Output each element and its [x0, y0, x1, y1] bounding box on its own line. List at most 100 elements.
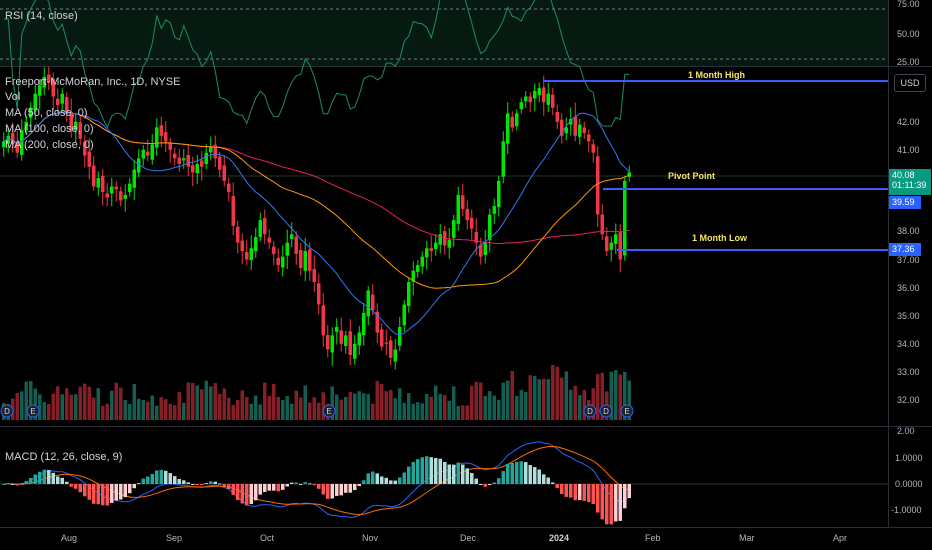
macd-histogram-bar — [87, 484, 91, 500]
macd-histogram-bar — [69, 484, 73, 487]
price-legend-ma100[interactable]: MA (100, close, 0) — [5, 123, 94, 135]
volume-bar — [15, 393, 19, 420]
candle-body — [182, 158, 186, 161]
pivot-annotation[interactable]: Pivot Point — [668, 171, 715, 181]
candle-body — [380, 329, 384, 347]
macd-histogram-bar — [227, 484, 231, 490]
candle-body — [15, 141, 19, 153]
candle-body — [177, 157, 181, 164]
macd-histogram-bar — [519, 461, 523, 484]
candle-body — [497, 180, 501, 208]
candle-body — [20, 130, 24, 155]
last-price-badge[interactable]: 40.08 01:11:39 — [889, 169, 931, 195]
macd-histogram-bar — [398, 477, 402, 484]
macd-histogram-bar — [182, 480, 186, 484]
volume-bar — [285, 396, 289, 420]
volume-bar — [474, 381, 478, 420]
macd-histogram-bar — [357, 484, 361, 487]
event-marker-label: D — [587, 407, 593, 416]
candle-body — [105, 193, 109, 198]
candle-body — [308, 249, 312, 271]
volume-bar — [182, 402, 186, 420]
candle-body — [609, 242, 613, 250]
volume-bar — [618, 374, 622, 420]
volume-bar — [348, 391, 352, 420]
low-price-badge[interactable]: 37.36 — [889, 243, 921, 256]
price-legend-ma200[interactable]: MA (200, close, 0) — [5, 139, 94, 151]
volume-bar — [515, 395, 519, 420]
candle-body — [276, 257, 280, 266]
price-legend-symbol[interactable]: Freeport-McMoRan, Inc., 1D, NYSE — [5, 76, 181, 88]
pivot-price-badge[interactable]: 39.59 — [889, 196, 921, 209]
price-tick: 38.00 — [897, 226, 920, 236]
candle-body — [474, 232, 478, 243]
volume-bar — [281, 400, 285, 420]
volume-bar — [483, 396, 487, 420]
macd-histogram-bar — [605, 484, 609, 525]
volume-bar — [537, 379, 541, 420]
candle-body — [294, 236, 298, 254]
month-high-annotation[interactable]: 1 Month High — [688, 70, 745, 80]
volume-bar — [380, 384, 384, 420]
macd-histogram-bar — [20, 483, 24, 485]
macd-histogram-bar — [362, 480, 366, 484]
candle-body — [254, 237, 258, 252]
candle-body — [375, 311, 379, 333]
candle-body — [303, 251, 307, 271]
macd-histogram-bar — [456, 462, 460, 484]
month-low-annotation[interactable]: 1 Month Low — [692, 233, 747, 243]
volume-bar — [200, 389, 204, 420]
volume-bar — [33, 388, 37, 420]
macd-histogram-bar — [528, 465, 532, 484]
candle-body — [425, 248, 429, 258]
candle-body — [434, 242, 438, 250]
candle-body — [173, 153, 177, 159]
currency-button[interactable]: USD — [894, 74, 926, 92]
candle-body — [371, 294, 375, 311]
ma100-line — [3, 111, 630, 289]
volume-bar — [542, 378, 546, 420]
price-legend-vol[interactable]: Vol — [5, 91, 21, 103]
candle-body — [483, 242, 487, 256]
candle-body — [506, 113, 510, 144]
candle-body — [519, 102, 523, 110]
volume-bar — [60, 394, 64, 420]
volume-bar — [209, 386, 213, 420]
volume-bar — [330, 386, 334, 420]
candle-body — [123, 194, 127, 199]
candle-body — [623, 180, 627, 256]
macd-histogram-bar — [393, 480, 397, 484]
time-label: Dec — [460, 533, 477, 543]
volume-bar — [501, 382, 505, 420]
macd-histogram-bar — [434, 458, 438, 484]
volume-bar — [312, 397, 316, 420]
volume-bar — [191, 382, 195, 420]
macd-histogram-bar — [461, 464, 465, 484]
volume-bar — [218, 393, 222, 420]
volume-bar — [24, 381, 28, 420]
candles[interactable] — [2, 66, 631, 370]
volume-bar — [164, 399, 168, 420]
macd-legend[interactable]: MACD (12, 26, close, 9) — [5, 451, 123, 463]
macd-histogram-bar — [344, 484, 348, 493]
event-marker-label: E — [624, 407, 629, 416]
candle-body — [551, 94, 555, 108]
volume-bar — [132, 384, 136, 420]
event-marker-e — [26, 404, 40, 418]
price-legend-ma50[interactable]: MA (50, close, 0) — [5, 107, 88, 119]
price-tick: 34.00 — [897, 339, 920, 349]
event-marker-d — [583, 404, 597, 418]
macd-histogram-bar — [506, 463, 510, 484]
candle-body — [119, 191, 123, 201]
candle-body — [191, 165, 195, 173]
rsi-legend[interactable]: RSI (14, close) — [5, 10, 78, 22]
volume-bar — [569, 389, 573, 420]
candle-body — [362, 312, 366, 335]
volume-bar — [366, 394, 370, 420]
macd-histogram-bar — [65, 481, 69, 484]
macd-tick: -1.0000 — [891, 505, 922, 515]
macd-histogram-bar — [609, 484, 613, 525]
macd-histogram-bar — [231, 484, 235, 495]
